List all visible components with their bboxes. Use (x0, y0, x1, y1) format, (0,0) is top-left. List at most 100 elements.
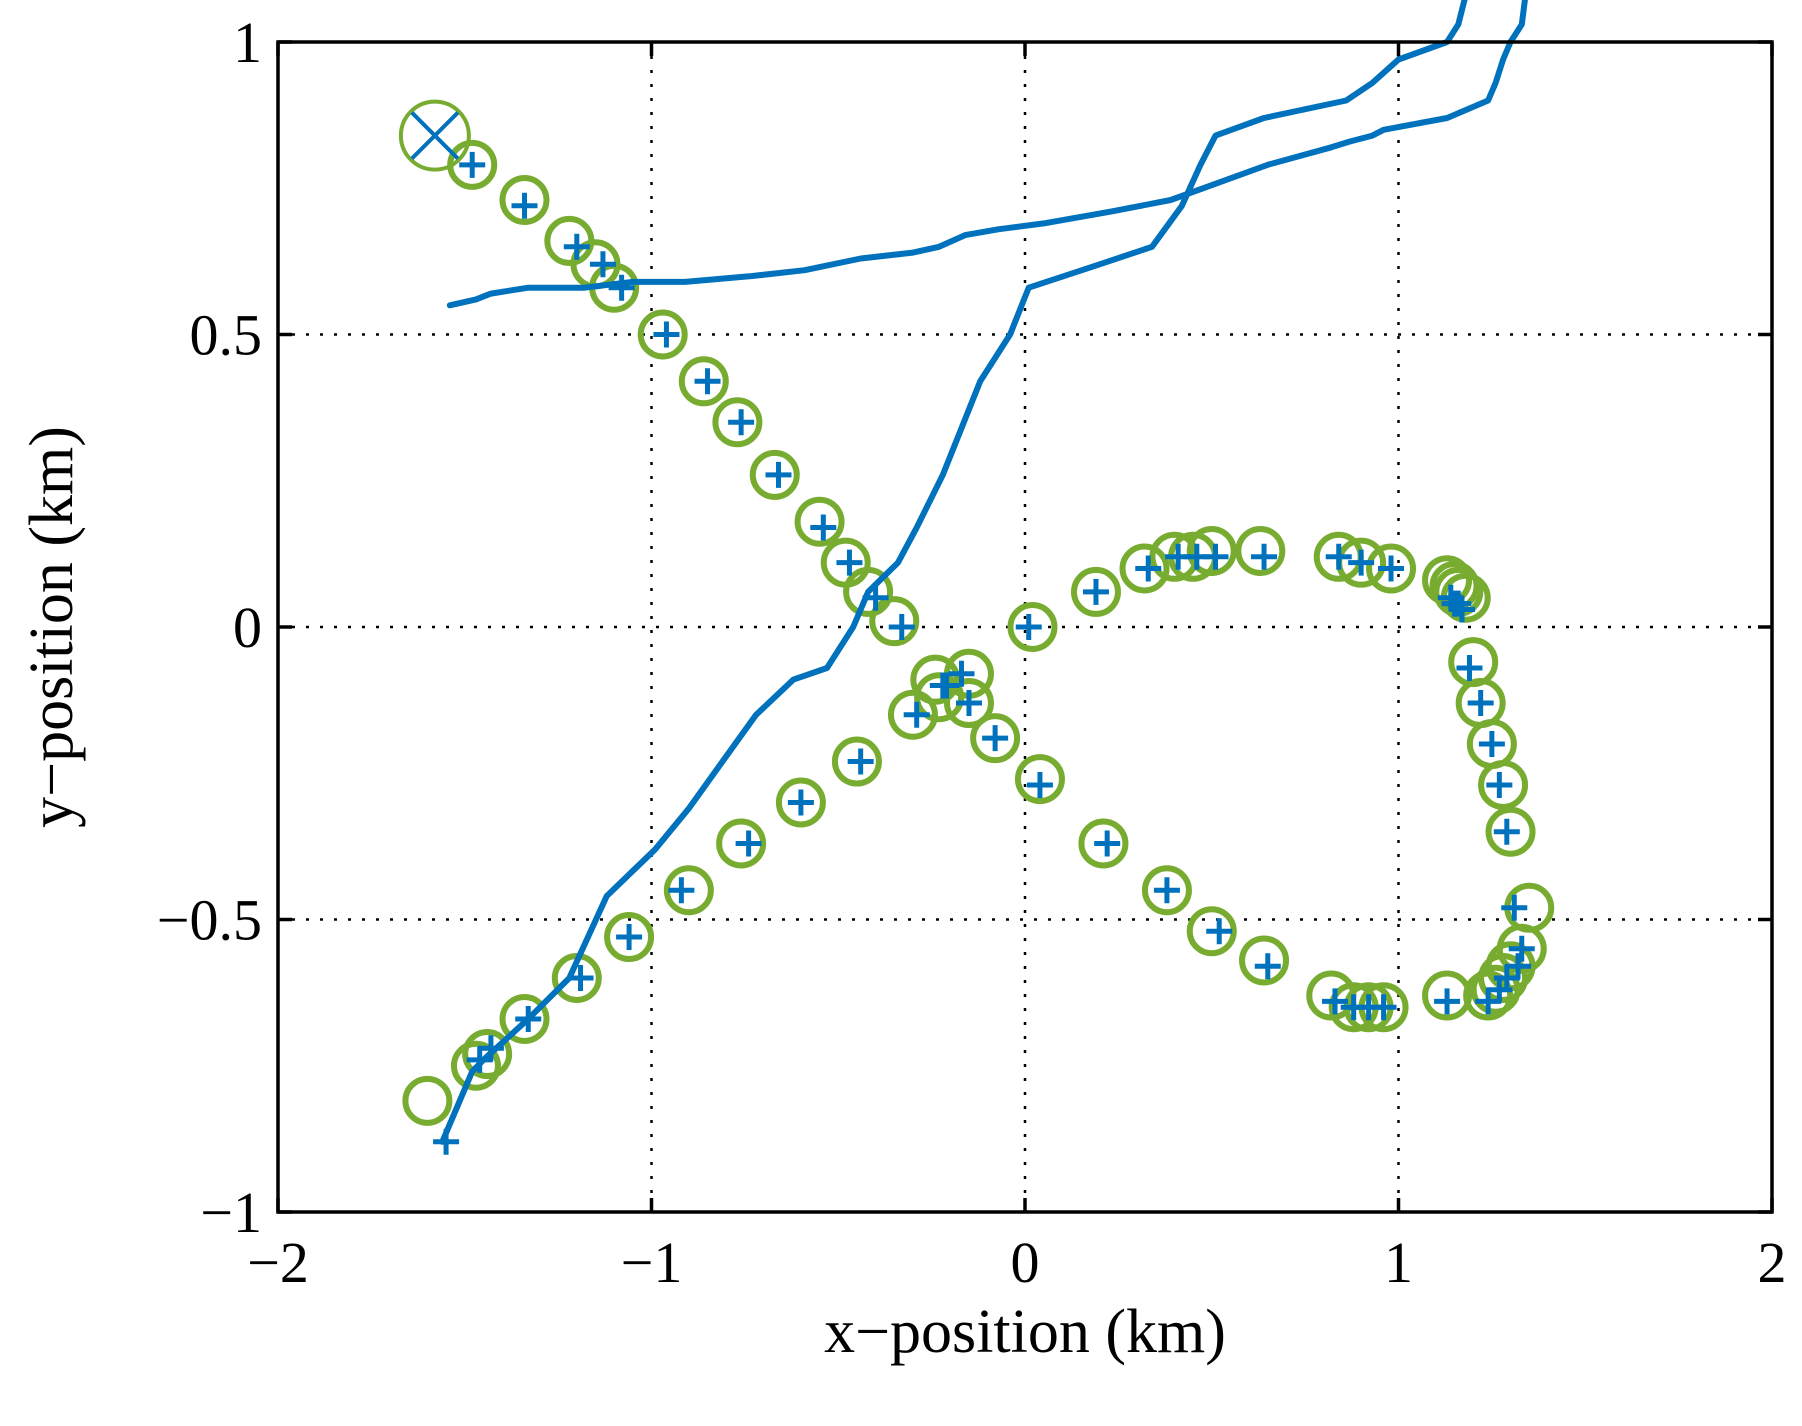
trajectory-plus-marker (1486, 976, 1513, 1003)
x-tick-label: 0 (1011, 1230, 1040, 1295)
trajectory-plus-marker (563, 233, 590, 260)
measurement-point (749, 449, 800, 500)
trajectory-plus-marker (515, 1005, 542, 1032)
trajectory-plus-markers (433, 151, 1535, 1155)
measurement-point (1485, 806, 1536, 857)
measurement-point (1141, 865, 1192, 916)
y-tick-label: 0 (233, 595, 262, 660)
measurement-point (794, 496, 845, 547)
measurement-point (1119, 543, 1170, 594)
measurement-point (450, 1040, 501, 1091)
measurement-point (499, 174, 550, 225)
trajectory-plus-marker (1378, 555, 1405, 582)
measurement-point (1239, 935, 1290, 986)
trajectory-line-group (439, 0, 1528, 1145)
trajectory-plus-marker (903, 701, 930, 728)
measurement-point (1235, 525, 1286, 576)
trajectory-plus-marker (459, 151, 486, 178)
measurement-point (604, 912, 655, 963)
measurement-point (1186, 906, 1237, 957)
measurement-point (1078, 818, 1129, 869)
trajectory-plus-marker (1206, 918, 1233, 945)
trajectory-plus-marker (511, 192, 538, 219)
trajectory-plus-marker (1348, 549, 1375, 576)
trajectory-plus-marker (589, 251, 616, 278)
measurement-point (943, 678, 994, 729)
trajectory-plus-marker (847, 748, 874, 775)
trajectory-plus-marker (1153, 877, 1180, 904)
trajectory-plus-marker (668, 877, 695, 904)
trajectory-plus-marker (1467, 690, 1494, 717)
x-tick-label: −1 (621, 1230, 683, 1295)
trajectory-plus-marker (765, 461, 792, 488)
x-tick-label: 1 (1384, 1230, 1413, 1295)
trajectory-plus-marker (955, 690, 982, 717)
measurement-point (712, 397, 763, 448)
measurement-point (499, 993, 550, 1044)
measurement-point (544, 215, 595, 266)
trajectory-plus-marker (1434, 988, 1461, 1015)
y-axis-label: y−position (km) (18, 426, 86, 828)
trajectory-plus-marker (948, 660, 975, 687)
trajectory-plus-marker (694, 368, 721, 395)
trajectory-plus-marker (1015, 614, 1042, 640)
y-tick-label: 0.5 (190, 303, 263, 368)
measurement-point (637, 309, 688, 360)
measurement-point (1366, 543, 1417, 594)
trajectory-plus-marker (1445, 590, 1472, 617)
trajectory-plus-marker (653, 321, 680, 348)
trajectory-plus-marker (1493, 818, 1520, 845)
trajectory-plus-marker (1202, 543, 1229, 570)
y-tick-label: −1 (200, 1180, 262, 1245)
trajectory-plus-marker (466, 1046, 493, 1073)
axis-ticks: −2 −1 0 1 2−1−0.500.51 (157, 10, 1787, 1295)
trajectory-plus-marker (1486, 771, 1513, 798)
measurement-point (663, 865, 714, 916)
measurement-point (462, 1029, 513, 1080)
measurement-point (1007, 602, 1058, 652)
y-tick-label: 1 (233, 10, 262, 75)
trajectory-plus-marker (982, 725, 1009, 752)
start-circle (398, 99, 471, 172)
start-marker (398, 99, 471, 172)
measurement-point (1478, 953, 1529, 1003)
measurement-point (402, 1075, 453, 1126)
trajectory-plus-marker (1340, 994, 1367, 1021)
trajectory-line (439, 0, 1528, 1145)
measurement-point (970, 713, 1021, 764)
trajectory-plus-marker (477, 1035, 504, 1062)
trajectory-plus-marker (1448, 596, 1475, 623)
trajectory-plus-marker (1254, 953, 1281, 980)
measurement-point (716, 818, 767, 869)
trajectory-plus-marker (1478, 731, 1505, 757)
measurement-point (1422, 970, 1473, 1021)
x-tick-label: −2 (247, 1230, 309, 1295)
trajectory-plus-marker (1505, 953, 1532, 980)
measurement-point (1470, 964, 1521, 1015)
measurement-point (1070, 566, 1121, 617)
trajectory-plus-marker (929, 672, 956, 699)
trajectory-plus-marker (1475, 988, 1502, 1015)
trajectory-plus-marker (433, 1128, 460, 1155)
trajectory-plus-marker (567, 965, 594, 991)
trajectory-plus-marker (1325, 543, 1352, 570)
measurement-point (843, 566, 894, 617)
measurement-point (775, 777, 826, 828)
trajectory-plus-marker (1135, 555, 1162, 582)
trajectory-plus-marker (1508, 935, 1535, 962)
trajectory-plus-marker (787, 789, 814, 816)
y-tick-label: −0.5 (157, 888, 262, 953)
trajectory-plus-marker (836, 549, 863, 576)
trajectory-plus-marker (888, 614, 915, 640)
measurement-point (887, 689, 938, 740)
measurement-point (831, 736, 882, 787)
measurement-point (914, 672, 965, 723)
measurement-point (1478, 759, 1529, 810)
x-tick-label: 2 (1758, 1230, 1787, 1295)
measurement-point (1448, 637, 1499, 688)
trajectory-plus-marker (728, 409, 755, 436)
trajectory-plus-marker (1082, 578, 1109, 605)
measurement-point (869, 596, 920, 647)
trajectory-plus-marker (1251, 543, 1278, 570)
measurement-point (1186, 525, 1237, 576)
